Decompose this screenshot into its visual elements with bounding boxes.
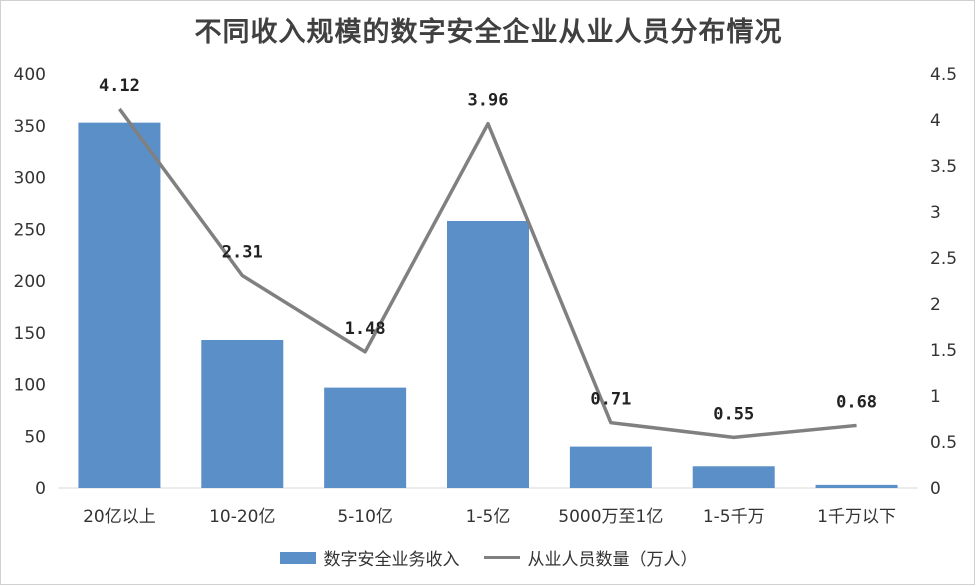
data-label: 1.48 <box>345 319 386 339</box>
y-left-tick-label: 0 <box>35 479 46 499</box>
y-left-tick-label: 100 <box>14 376 46 396</box>
legend-swatch-line <box>483 556 520 559</box>
category-label: 1-5千万 <box>703 507 765 527</box>
legend-item-staff: 从业人员数量（万人） <box>483 545 698 570</box>
legend-item-revenue: 数字安全业务收入 <box>279 545 460 570</box>
line-series-staff <box>118 107 857 440</box>
category-label: 5000万至1亿 <box>558 507 663 527</box>
y-right-tick-label: 0 <box>930 479 941 499</box>
data-label: 4.12 <box>99 76 140 96</box>
category-label: 20亿以上 <box>83 507 156 527</box>
bar-6 <box>815 484 898 488</box>
y-left-tick-label: 300 <box>14 169 46 189</box>
bar-2 <box>324 387 407 488</box>
bar-4 <box>569 446 652 488</box>
legend-label-staff: 从业人员数量（万人） <box>527 550 698 570</box>
y-left-tick-label: 50 <box>24 427 46 447</box>
bar-1 <box>201 339 284 488</box>
y-right-tick-label: 3 <box>930 203 941 223</box>
y-right-tick-label: 4 <box>930 111 941 131</box>
y-right-tick-label: 2 <box>930 295 941 315</box>
y-left-tick-label: 400 <box>14 65 46 85</box>
y-right-tick-label: 1 <box>930 387 941 407</box>
data-label: 3.96 <box>468 91 509 111</box>
category-label: 1千万以下 <box>817 507 896 527</box>
data-label: 2.31 <box>222 242 263 262</box>
bar-0 <box>78 122 161 489</box>
y-right-tick-label: 0.5 <box>930 433 957 453</box>
chart-legend: 数字安全业务收入 从业人员数量（万人） <box>0 545 977 570</box>
bar-3 <box>447 220 529 488</box>
data-label: 0.68 <box>836 392 877 412</box>
y-right-tick-label: 2.5 <box>930 249 957 269</box>
category-label: 1-5亿 <box>466 507 511 527</box>
category-label: 10-20亿 <box>209 507 275 527</box>
category-label: 5-10亿 <box>337 507 393 527</box>
legend-label-revenue: 数字安全业务收入 <box>323 550 460 570</box>
y-right-tick-label: 4.5 <box>930 65 957 85</box>
y-right-tick-label: 3.5 <box>930 157 957 177</box>
chart-title: 不同收入规模的数字安全企业从业人员分布情况 <box>194 17 783 48</box>
y-left-tick-label: 200 <box>14 272 46 292</box>
bar-5 <box>692 466 775 488</box>
y-left-tick-label: 150 <box>14 324 46 344</box>
y-right-tick-label: 1.5 <box>930 341 957 361</box>
y-left-tick-label: 250 <box>14 220 46 240</box>
y-left-tick-label: 350 <box>14 117 46 137</box>
legend-swatch-bar <box>279 551 316 564</box>
data-label: 0.71 <box>590 390 631 410</box>
data-label: 0.55 <box>713 404 754 424</box>
